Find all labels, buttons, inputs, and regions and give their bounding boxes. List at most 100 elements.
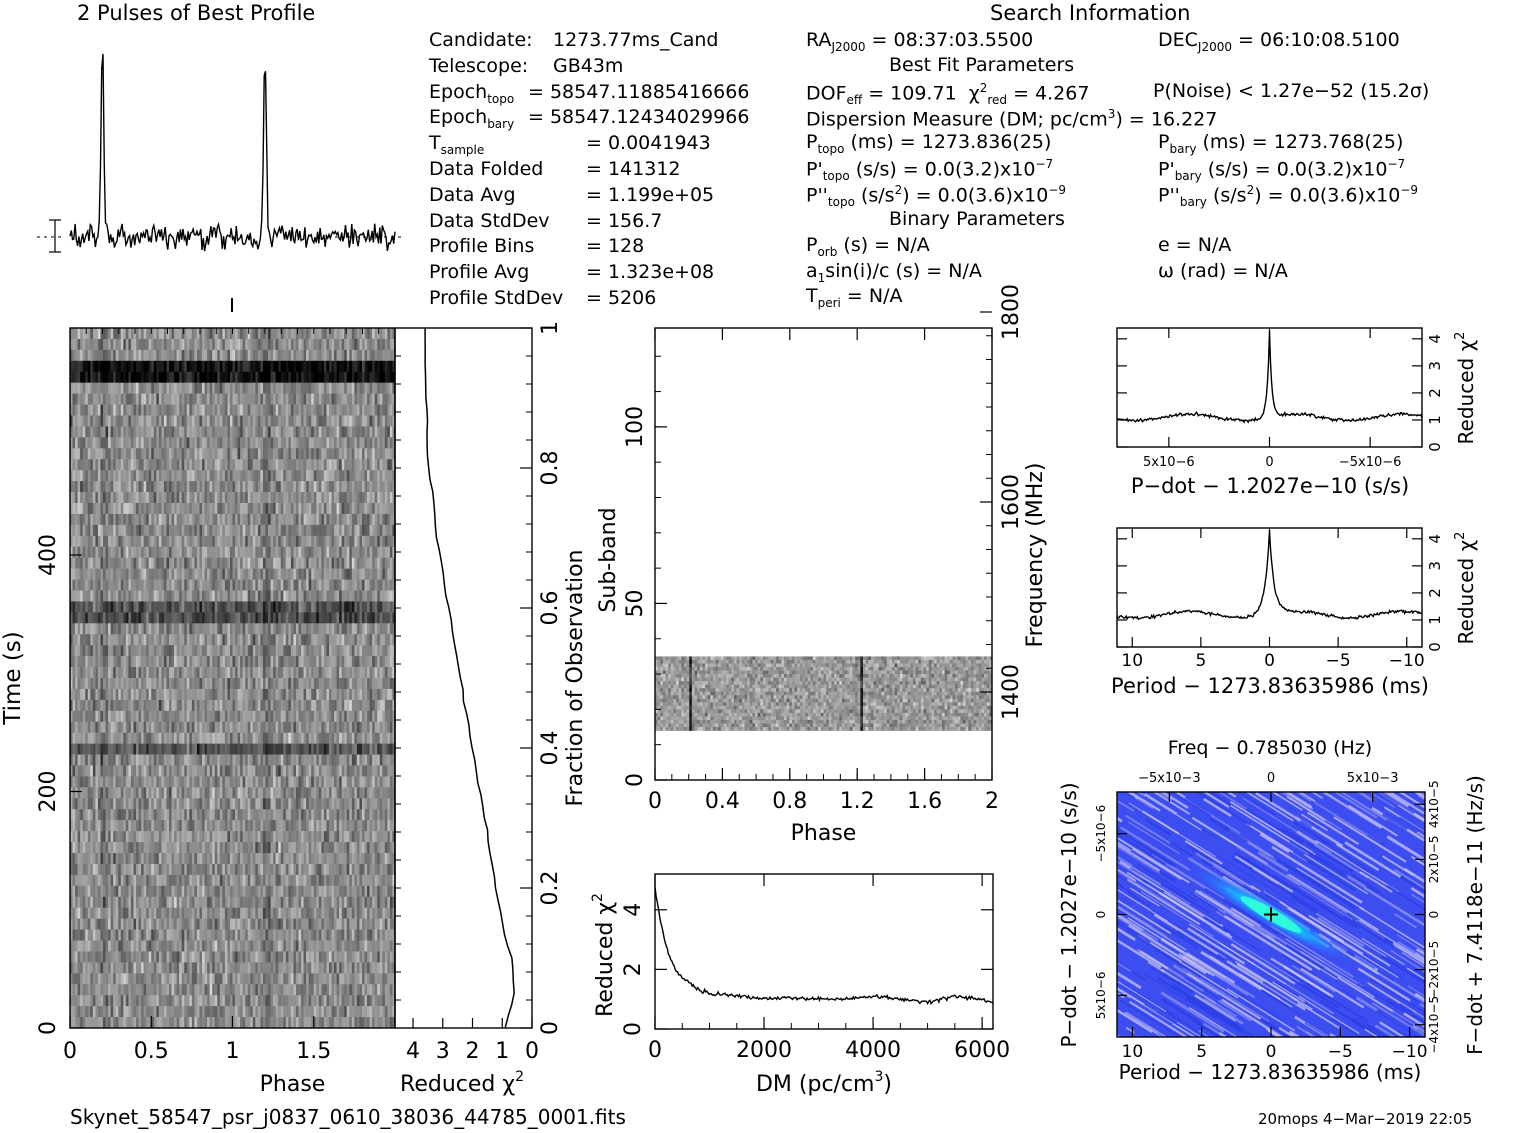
- pixel: [240, 415, 243, 427]
- pixel: [384, 393, 388, 405]
- pixel: [156, 404, 160, 416]
- pixel: [321, 590, 325, 602]
- pixel: [217, 524, 221, 537]
- pixel: [128, 678, 132, 690]
- pixel: [146, 612, 150, 624]
- pixel: [334, 393, 337, 405]
- pixel: [72, 349, 76, 362]
- pixel: [171, 503, 175, 515]
- pixel: [196, 371, 200, 383]
- pixel: [222, 481, 226, 493]
- pixel: [341, 503, 345, 515]
- pixel: [194, 328, 198, 340]
- pixel: [303, 612, 307, 624]
- pixel: [92, 557, 96, 569]
- pixel: [316, 656, 320, 668]
- pixel: [306, 535, 309, 548]
- pixel: [148, 656, 152, 668]
- pixel: [133, 557, 137, 569]
- pixel: [196, 492, 200, 504]
- pixel: [186, 601, 190, 613]
- pixel: [349, 710, 353, 723]
- pixel: [92, 492, 96, 504]
- pixel: [240, 546, 243, 558]
- pixel: [217, 710, 221, 723]
- pixel: [321, 601, 325, 613]
- pixel: [260, 699, 264, 712]
- pixel: [252, 426, 256, 438]
- pixel: [209, 448, 213, 460]
- pixel: [80, 568, 83, 580]
- pixel: [82, 371, 86, 383]
- pixel: [255, 557, 259, 569]
- pixel: [323, 688, 327, 701]
- pixel: [275, 492, 279, 504]
- pixel: [143, 568, 147, 580]
- pixel: [268, 579, 271, 591]
- pixel: [316, 732, 320, 744]
- pixel: [323, 623, 327, 635]
- pixel: [270, 470, 274, 482]
- pixel: [283, 426, 287, 438]
- pixel: [80, 426, 83, 438]
- pixel: [219, 382, 223, 394]
- pixel: [265, 732, 269, 744]
- pixel: [280, 437, 284, 449]
- pixel: [245, 459, 249, 471]
- pixel: [283, 579, 287, 591]
- pixel: [85, 743, 89, 755]
- pixel: [306, 459, 309, 471]
- pixel: [80, 721, 83, 733]
- pixel: [113, 688, 116, 701]
- pixel: [113, 623, 116, 635]
- pixel: [169, 557, 172, 569]
- pixel: [257, 688, 261, 701]
- pixel: [242, 601, 246, 613]
- pixel: [191, 678, 195, 690]
- pixel: [136, 634, 139, 646]
- pixel: [237, 338, 241, 351]
- pixel: [130, 503, 134, 515]
- pixel: [303, 590, 307, 602]
- pixel: [143, 535, 147, 548]
- pixel: [138, 721, 142, 733]
- pixel: [387, 404, 391, 416]
- pixel: [301, 579, 304, 591]
- pixel: [235, 349, 238, 362]
- pixel: [303, 481, 307, 493]
- pixel: [217, 743, 221, 755]
- pixel: [290, 678, 294, 690]
- pixel: [290, 623, 294, 635]
- pixel: [181, 328, 185, 340]
- pixel: [189, 513, 193, 526]
- pixel: [265, 459, 269, 471]
- pixel: [268, 732, 271, 744]
- pixel: [97, 601, 101, 613]
- pixel: [113, 524, 116, 537]
- pixel: [95, 470, 99, 482]
- pixel: [163, 656, 167, 668]
- pixel: [105, 426, 109, 438]
- pixel: [351, 481, 355, 493]
- pixel: [268, 371, 271, 383]
- pixel: [260, 645, 264, 657]
- pixel: [196, 481, 200, 493]
- pixel: [288, 524, 292, 537]
- pixel: [143, 437, 147, 449]
- pixel: [255, 546, 259, 558]
- pixel: [133, 612, 137, 624]
- pixel: [367, 710, 370, 723]
- pixel: [308, 688, 312, 701]
- pixel: [113, 590, 116, 602]
- pixel: [275, 579, 279, 591]
- pixel: [125, 524, 129, 537]
- pixel: [156, 579, 160, 591]
- pixel: [344, 393, 348, 405]
- pixel: [379, 590, 383, 602]
- pixel: [344, 634, 348, 646]
- pixel: [341, 338, 345, 351]
- pixel: [374, 699, 378, 712]
- pixel: [161, 656, 165, 668]
- pixel: [156, 349, 160, 362]
- pixel: [377, 513, 381, 526]
